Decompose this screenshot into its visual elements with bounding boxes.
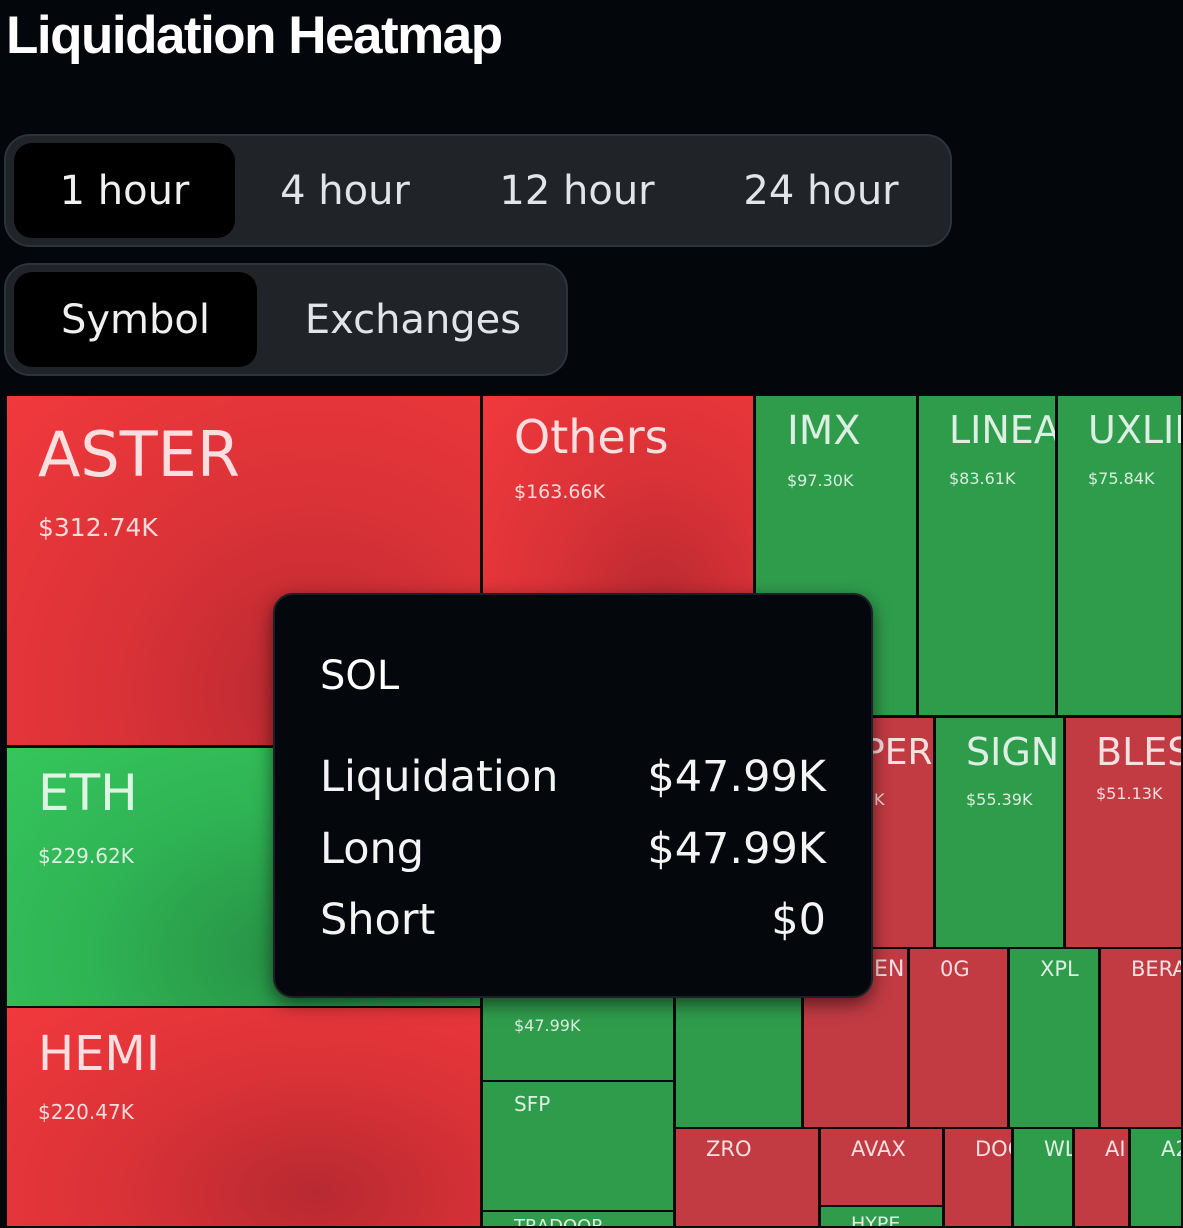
tile-avax[interactable]: AVAX — [819, 1127, 944, 1207]
tile-value: $83.61K — [949, 469, 1016, 488]
tile-a2z[interactable]: A2Z — [1129, 1127, 1183, 1228]
tab-symbol[interactable]: Symbol — [14, 272, 257, 367]
tooltip-value: $47.99K — [647, 752, 826, 802]
tile-uxlink[interactable]: UXLINK $75.84K — [1056, 394, 1183, 717]
tooltip-row-liquidation: Liquidation $47.99K — [320, 751, 826, 803]
tile-hemi[interactable]: HEMI $220.47K — [5, 1006, 482, 1228]
tile-symbol: LINEA — [949, 408, 1057, 452]
tooltip-row-short: Short $0 — [320, 894, 826, 946]
tile-symbol: BLESS — [1096, 730, 1181, 774]
tile-value: $163.66K — [514, 481, 606, 503]
tile-symbol: TRADOOR — [514, 1216, 604, 1228]
tile-symbol: 0G — [940, 957, 970, 981]
tooltip-label: Short — [320, 895, 436, 945]
tile-bera[interactable]: BERA — [1099, 947, 1183, 1129]
tile-symbol: AI — [1105, 1137, 1126, 1161]
tile-hype[interactable]: HYPE — [819, 1205, 944, 1228]
tile-xpl[interactable]: XPL — [1008, 947, 1100, 1129]
tile-symbol: SIGN — [966, 730, 1060, 774]
tile-symbol: WLD — [1044, 1137, 1072, 1161]
tile-symbol: HEMI — [38, 1026, 160, 1082]
tile-value: $75.84K — [1088, 469, 1155, 488]
tile-tradoor[interactable]: TRADOOR — [481, 1210, 675, 1228]
tile-symbol: ZRO — [706, 1137, 752, 1161]
grouping-selector: Symbol Exchanges — [4, 263, 568, 376]
tile-value: $220.47K — [38, 1100, 134, 1124]
tooltip-value: $0 — [771, 895, 826, 945]
tile-symbol: BERA — [1131, 957, 1183, 981]
tile-symbol: ASTER — [38, 418, 240, 491]
tab-24-hour[interactable]: 24 hour — [743, 167, 899, 214]
tile-value: $51.13K — [1096, 784, 1163, 803]
tile-symbol: DOGE — [975, 1137, 1011, 1161]
tile-zro[interactable]: ZRO — [674, 1127, 820, 1228]
tooltip-value: $47.99K — [647, 824, 826, 874]
tile-symbol: A2Z — [1161, 1137, 1181, 1161]
tile-symbol: UXLINK — [1088, 408, 1181, 452]
tab-exchanges[interactable]: Exchanges — [304, 296, 522, 343]
tile-doge[interactable]: DOGE — [943, 1127, 1013, 1228]
tile-wld[interactable]: WLD — [1012, 1127, 1074, 1228]
tooltip-row-long: Long $47.99K — [320, 823, 826, 875]
tile-ai[interactable]: AI — [1073, 1127, 1130, 1228]
tab-12-hour[interactable]: 12 hour — [499, 167, 655, 214]
tile-aster[interactable]: ASTER $312.74K — [5, 394, 482, 747]
tile-symbol: Others — [514, 410, 669, 464]
tile-value: $229.62K — [38, 844, 134, 868]
tooltip-label: Liquidation — [320, 752, 559, 802]
tile-symbol: XPL — [1040, 957, 1079, 981]
tile-value: $312.74K — [38, 513, 158, 542]
tab-1-hour[interactable]: 1 hour — [14, 143, 235, 238]
tab-4-hour[interactable]: 4 hour — [280, 167, 410, 214]
tile-symbol: ETH — [38, 764, 138, 822]
tile-bless[interactable]: BLESS $51.13K — [1064, 716, 1183, 949]
tile-value: K — [874, 790, 885, 809]
tile-symbol: SFP — [514, 1092, 551, 1116]
tile-symbol: AVAX — [851, 1137, 906, 1161]
tile-symbol: HYPE — [851, 1213, 901, 1228]
tile-sign[interactable]: SIGN $55.39K — [934, 716, 1065, 949]
tile-symbol: IMX — [787, 408, 861, 454]
tooltip: SOL Liquidation $47.99K Long $47.99K Sho… — [273, 593, 873, 998]
page-title: Liquidation Heatmap — [6, 6, 503, 65]
tile-sfp[interactable]: SFP — [481, 1080, 675, 1212]
timeframe-selector: 1 hour 4 hour 12 hour 24 hour — [4, 134, 952, 247]
tile-0g[interactable]: 0G — [908, 947, 1009, 1129]
tooltip-label: Long — [320, 824, 425, 874]
tile-linea[interactable]: LINEA $83.61K — [917, 394, 1057, 717]
tile-symbol: EN — [874, 957, 905, 982]
tile-value: $47.99K — [514, 1016, 581, 1035]
tile-value: $97.30K — [787, 471, 854, 490]
tooltip-symbol: SOL — [320, 653, 400, 699]
tile-value: $55.39K — [966, 790, 1033, 809]
